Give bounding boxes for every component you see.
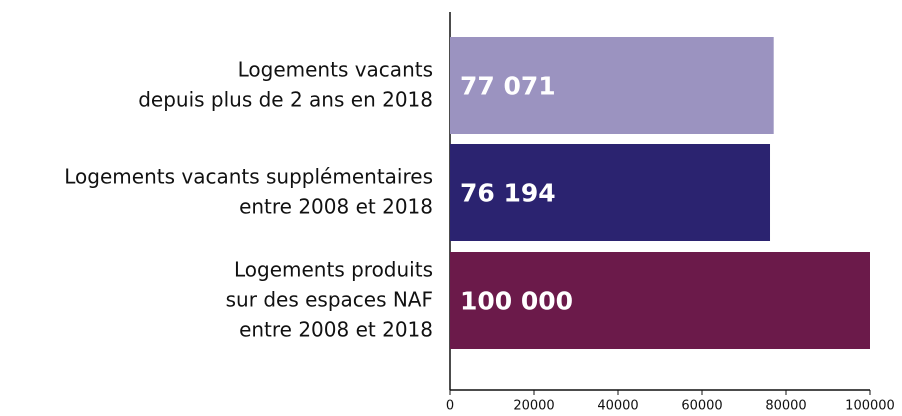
category-label: Logements vacants supplémentaires entre 2…	[64, 164, 433, 218]
x-tick-label: 40000	[597, 399, 638, 414]
x-tick-label: 100000	[845, 399, 895, 414]
value-label: 100 000	[460, 287, 573, 316]
x-tick-label: 20000	[513, 399, 554, 414]
x-tick-label: 0	[446, 399, 454, 414]
value-label: 76 194	[460, 179, 556, 208]
category-label: Logements produits sur des espaces NAF ent…	[226, 257, 433, 341]
x-tick-label: 80000	[765, 399, 806, 414]
bar	[450, 37, 774, 134]
bar	[450, 252, 870, 349]
x-tick-label: 60000	[681, 399, 722, 414]
value-label: 77 071	[460, 72, 556, 101]
bar	[450, 144, 771, 241]
category-label: Logements vacants depuis plus de 2 ans en…	[138, 57, 433, 111]
